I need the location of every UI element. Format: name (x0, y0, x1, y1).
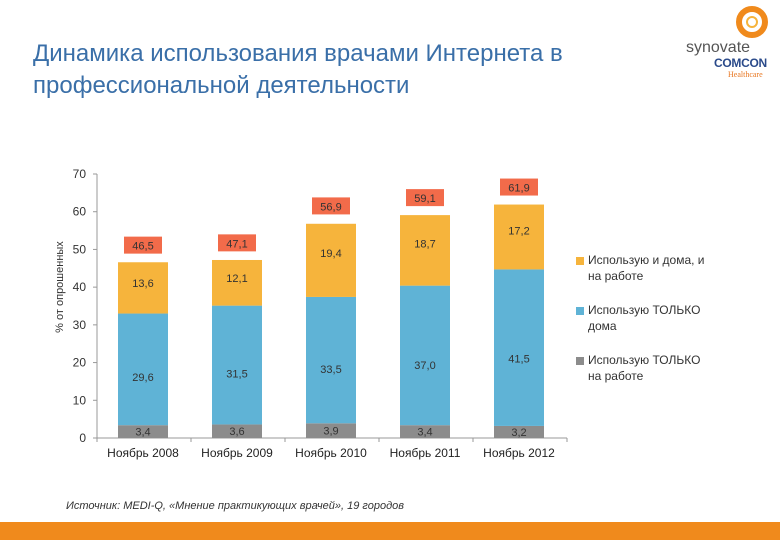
bar-segment-home_only (306, 296, 356, 424)
legend-swatch-work_only (576, 357, 584, 365)
legend-label-home_only: дома (588, 319, 617, 333)
logo-tag: Healthcare (728, 70, 763, 79)
data-label-home_only: 29,6 (132, 372, 153, 384)
bottom-accent-bar (0, 522, 780, 540)
bar-segment-home_only (494, 269, 544, 426)
bar-segment-both (212, 259, 262, 306)
data-label-home_only: 31,5 (226, 368, 247, 380)
data-label-work_only: 3,9 (323, 426, 338, 438)
legend-swatch-both (576, 257, 584, 265)
bar-segment-both (400, 215, 450, 286)
synovate-comcon-logo: synovate COMCON Healthcare (686, 6, 776, 79)
legend-label-both: Использую и дома, и (588, 253, 705, 267)
bar-segment-work_only (212, 424, 262, 438)
logo-brand: synovate (686, 39, 751, 56)
y-tick-label: 0 (79, 431, 86, 445)
bar-segment-work_only (306, 423, 356, 438)
bar-segment-work_only (118, 425, 168, 438)
total-label: 46,5 (132, 241, 153, 253)
data-label-home_only: 41,5 (508, 354, 529, 366)
y-tick-label: 20 (73, 356, 87, 370)
bar-segment-home_only (118, 313, 168, 426)
total-label-box (312, 197, 350, 215)
y-axis-label: % от опрошенных (54, 241, 66, 333)
y-tick-label: 50 (73, 242, 87, 256)
legend-label-both: на работе (588, 269, 644, 283)
y-tick-label: 10 (73, 393, 87, 407)
legend-label-work_only: на работе (588, 369, 644, 383)
bar-segment-both (306, 223, 356, 297)
total-label-box (406, 189, 444, 207)
bar-segment-home_only (212, 305, 262, 425)
total-label-box (500, 178, 538, 196)
data-label-home_only: 37,0 (414, 360, 435, 372)
x-tick-label: Ноябрь 2012 (483, 446, 555, 460)
total-label: 56,9 (320, 201, 341, 213)
bar-segment-work_only (400, 425, 450, 438)
x-tick-label: Ноябрь 2010 (295, 446, 367, 460)
x-tick-label: Ноябрь 2008 (107, 446, 179, 460)
total-label: 59,1 (414, 193, 435, 205)
page-title: Динамика использования врачами Интернета… (33, 40, 563, 99)
bar-segment-work_only (494, 425, 544, 438)
y-tick-label: 60 (73, 205, 87, 219)
y-tick-label: 30 (73, 318, 87, 332)
data-label-both: 17,2 (508, 225, 529, 237)
data-label-both: 19,4 (320, 248, 341, 260)
data-label-both: 12,1 (226, 273, 247, 285)
bar-segment-both (494, 204, 544, 270)
data-label-work_only: 3,2 (511, 427, 526, 439)
data-label-both: 18,7 (414, 238, 435, 250)
bar-segment-both (118, 262, 168, 314)
data-label-home_only: 33,5 (320, 364, 341, 376)
total-label: 47,1 (226, 238, 247, 250)
x-tick-label: Ноябрь 2011 (390, 446, 461, 460)
data-label-work_only: 3,6 (229, 426, 244, 438)
data-label-work_only: 3,4 (417, 427, 432, 439)
logo-ring-icon (736, 6, 768, 38)
legend-label-work_only: Использую ТОЛЬКО (588, 353, 700, 367)
total-label-box (218, 234, 256, 252)
source-note: Источник: MEDI-Q, «Мнение практикующих в… (66, 500, 405, 512)
total-label: 61,9 (508, 183, 529, 195)
total-label-box (124, 236, 162, 254)
logo-sub: COMCON (714, 56, 767, 70)
data-label-work_only: 3,4 (135, 427, 150, 439)
y-tick-label: 70 (73, 167, 87, 181)
bar-segment-home_only (400, 285, 450, 426)
data-label-both: 13,6 (132, 278, 153, 290)
y-tick-label: 40 (73, 280, 87, 294)
legend-swatch-home_only (576, 307, 584, 315)
legend-label-home_only: Использую ТОЛЬКО (588, 303, 700, 317)
x-tick-label: Ноябрь 2009 (201, 446, 273, 460)
